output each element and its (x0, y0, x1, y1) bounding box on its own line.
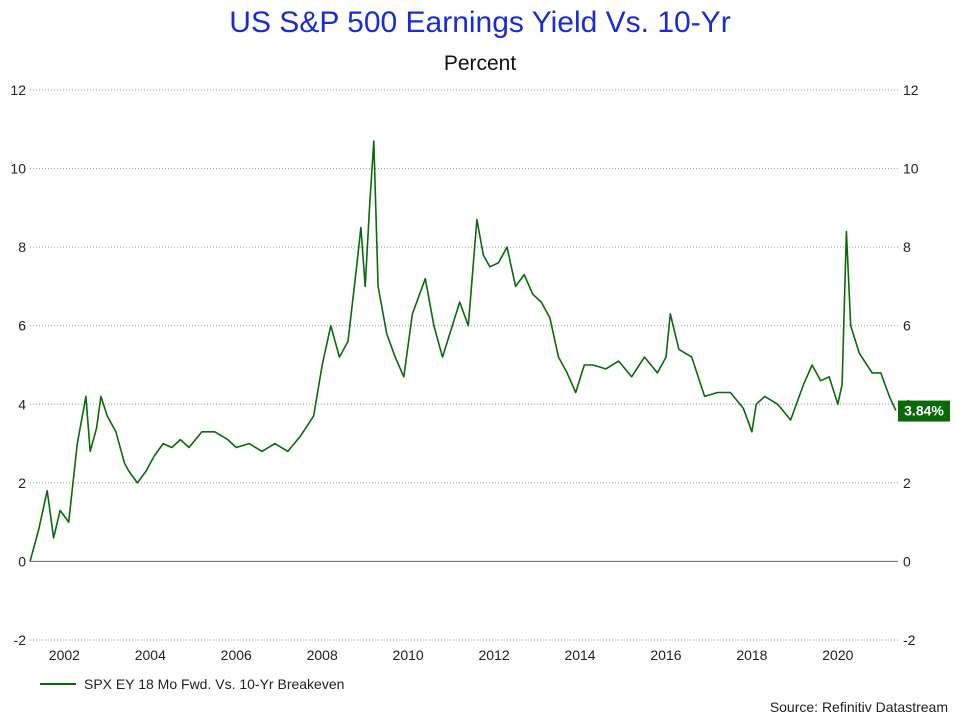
y-tick-label-left: 6 (18, 318, 26, 334)
y-tick-label-right: 6 (903, 318, 911, 334)
y-tick-label-left: 12 (10, 82, 26, 98)
y-tick-label-left: 2 (18, 475, 26, 491)
source-note: Source: Refinitiv Datastream (769, 699, 948, 715)
x-tick-label: 2006 (221, 647, 252, 663)
last-value-label-group: 3.84% (898, 400, 950, 422)
chart-subtitle: Percent (443, 52, 517, 75)
series-group (29, 140, 897, 562)
x-tick-label: 2008 (307, 647, 338, 663)
x-tick-label: 2010 (393, 647, 424, 663)
last-value-badge (898, 400, 950, 422)
y-tick-label-right: -2 (903, 632, 916, 648)
series-line (29, 140, 897, 562)
y-tick-label-left: 4 (18, 396, 26, 412)
legend-label: SPX EY 18 Mo Fwd. Vs. 10-Yr Breakeven (84, 676, 345, 692)
x-tick-label: 2016 (650, 647, 681, 663)
y-tick-label-left: 10 (10, 161, 26, 177)
x-tick-label: 2004 (135, 647, 166, 663)
y-axis-left: -2 0 2 4 6 8 10 12 (10, 82, 26, 648)
x-tick-label: 2020 (822, 647, 853, 663)
legend: SPX EY 18 Mo Fwd. Vs. 10-Yr Breakeven (40, 676, 344, 692)
y-tick-label-left: -2 (14, 632, 27, 648)
x-tick-label: 2018 (736, 647, 767, 663)
chart-title: US S&P 500 Earnings Yield Vs. 10-Yr (229, 6, 731, 39)
y-tick-label-left: 8 (18, 239, 26, 255)
y-tick-label-right: 8 (903, 239, 911, 255)
x-tick-label: 2002 (49, 647, 80, 663)
legend-swatch (40, 683, 76, 685)
x-tick-label: 2014 (564, 647, 595, 663)
y-tick-label-right: 0 (903, 553, 911, 569)
y-tick-label-right: 12 (903, 82, 919, 98)
y-tick-label-right: 10 (903, 161, 919, 177)
gridlines (30, 89, 898, 641)
y-tick-label-left: 0 (18, 553, 26, 569)
last-value-label: 3.84% (904, 403, 944, 419)
x-tick-label: 2012 (479, 647, 510, 663)
x-axis: 2002 2004 2006 2008 2010 2012 2014 2016 2018 2020 (49, 647, 854, 663)
y-tick-label-right: 2 (903, 475, 911, 491)
